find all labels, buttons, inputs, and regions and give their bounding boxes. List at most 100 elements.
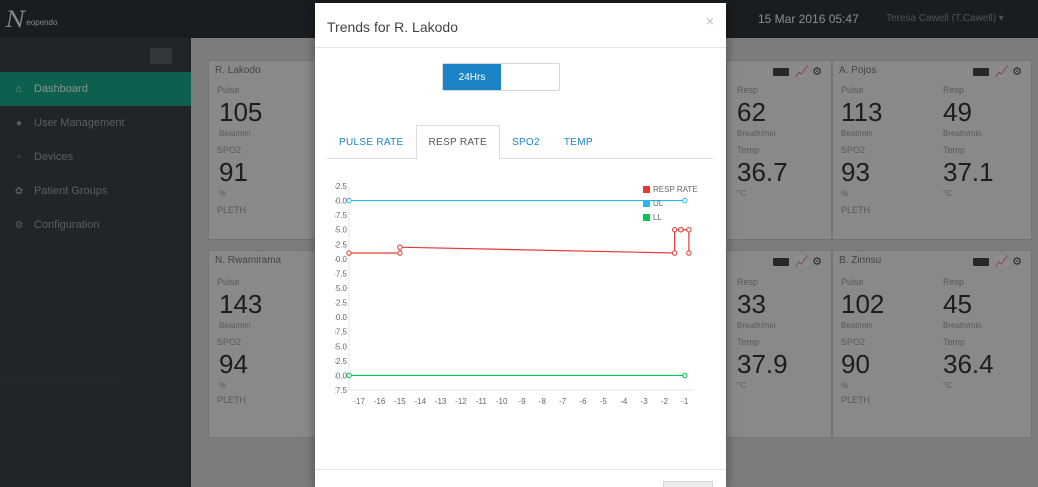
gear-icon[interactable]: ⚙ <box>812 66 825 78</box>
vital-label: SPO2 <box>217 145 242 155</box>
y-tick-label: 60.0 <box>335 197 348 206</box>
vital-unit: Beat/min <box>841 321 873 330</box>
x-tick-label: -10 <box>496 397 508 406</box>
vital-label: Temp <box>737 337 760 347</box>
data-point <box>671 227 678 233</box>
card-actions: 📈⚙ <box>773 255 825 268</box>
y-tick-label: 32.5 <box>335 357 348 366</box>
y-tick-label: 55.0 <box>335 226 348 235</box>
data-point <box>682 197 688 204</box>
tab-pulse-rate[interactable]: PULSE RATE <box>339 136 404 148</box>
data-point <box>678 227 684 233</box>
gear-icon[interactable]: ⚙ <box>812 256 825 268</box>
x-tick-label: -4 <box>620 397 628 406</box>
vital-label: Pulse <box>217 277 240 287</box>
user-icon: ● <box>15 117 23 129</box>
battery-icon <box>773 68 790 77</box>
vital-value: 37.9 <box>737 349 788 379</box>
vital-label: SPO2 <box>841 145 866 155</box>
vital-unit: Breath/min <box>737 321 776 330</box>
range-24hrs-button[interactable]: 24Hrs <box>443 64 501 90</box>
x-tick-label: -17 <box>353 397 365 406</box>
trend-chart-icon[interactable]: 📈 <box>995 256 1013 268</box>
vital-unit: Breath/min <box>737 129 776 138</box>
patient-card[interactable]: N. Rwamirama Pulse 143 Beat/min SPO2 94 … <box>208 250 320 438</box>
vital-label: PLETH <box>217 395 247 405</box>
patient-card[interactable]: 📈⚙ Resp 62 Breath/min Temp 36.7 °C <box>726 60 832 240</box>
x-tick-label: -16 <box>374 397 386 406</box>
sidebar-item-devices[interactable]: ▫ Devices <box>0 140 191 174</box>
gear-icon[interactable]: ⚙ <box>1012 66 1025 78</box>
sidebar: ⌂ Dashboard ● User Management ▫ Devices … <box>0 38 191 487</box>
data-point <box>346 197 352 204</box>
vital-unit: °C <box>943 189 952 198</box>
vital-label: Pulse <box>841 85 864 95</box>
vital-unit: % <box>219 381 227 390</box>
trend-chart-icon[interactable]: 📈 <box>995 66 1013 78</box>
vital-value: 93 <box>841 157 870 187</box>
vital-value: 90 <box>841 349 870 379</box>
vital-value: 143 <box>219 289 263 319</box>
patient-card[interactable]: B. Zinnsu 📈⚙ Pulse 102 Beat/min SPO2 90 … <box>832 250 1032 438</box>
data-point <box>346 250 352 256</box>
legend-label: UL <box>653 199 664 208</box>
vital-unit: Beat/min <box>841 129 873 138</box>
vital-unit: Breath/min <box>943 321 982 330</box>
vital-value: 62 <box>737 97 766 127</box>
patient-name: B. Zinnsu <box>839 255 882 266</box>
user-menu[interactable]: Teresa Cawell (T.Cawell) ▾ <box>886 13 1004 24</box>
vital-value: 49 <box>943 97 972 127</box>
trends-modal: Trends for R. Lakodo × 24Hrs PULSE RATE … <box>315 3 726 487</box>
y-tick-label: 27.5 <box>335 386 348 395</box>
sidebar-item-label: Configuration <box>34 219 100 231</box>
modal-footer-button[interactable] <box>663 481 713 487</box>
sidebar-item-patient-groups[interactable]: ✿ Patient Groups <box>0 174 191 208</box>
vital-unit: °C <box>737 381 746 390</box>
tab-temp[interactable]: TEMP <box>563 136 593 148</box>
gear-icon[interactable]: ⚙ <box>1012 256 1025 268</box>
patient-card[interactable]: A. Pojos 📈⚙ Pulse 113 Beat/min SPO2 93 %… <box>832 60 1032 240</box>
sidebar-item-label: Devices <box>34 151 74 163</box>
card-actions: 📈⚙ <box>773 65 825 78</box>
vital-label: Resp <box>737 277 759 287</box>
vital-value: 37.1 <box>943 157 994 187</box>
patient-card[interactable]: R. Lakodo Pulse 105 Beat/min SPO2 91 % P… <box>208 60 320 240</box>
tab-spo2[interactable]: SPO2 <box>511 136 540 148</box>
range-empty-button[interactable] <box>501 64 559 90</box>
close-icon[interactable]: × <box>705 13 714 29</box>
data-point <box>671 250 678 256</box>
time-range-toggle: 24Hrs <box>442 63 560 91</box>
x-tick-label: -5 <box>600 397 608 406</box>
sidebar-item-label: User Management <box>34 117 125 129</box>
legend-label: RESP RATE <box>653 185 698 194</box>
sidebar-nav: ⌂ Dashboard ● User Management ▫ Devices … <box>0 72 191 242</box>
vital-value: 36.7 <box>737 157 788 187</box>
y-tick-label: 47.5 <box>335 269 348 278</box>
device-icon: ▫ <box>17 151 21 163</box>
trend-chart-icon[interactable]: 📈 <box>795 66 813 78</box>
x-tick-label: -8 <box>539 397 547 406</box>
vital-label: Pulse <box>841 277 864 287</box>
sidebar-item-configuration[interactable]: ⚙ Configuration <box>0 208 191 242</box>
y-tick-label: 50.0 <box>335 255 348 264</box>
data-point <box>397 244 403 250</box>
sidebar-item-user-management[interactable]: ● User Management <box>0 106 191 140</box>
vital-label: Resp <box>737 85 759 95</box>
y-tick-label: 62.5 <box>335 182 348 191</box>
trend-chart-icon[interactable]: 📈 <box>795 256 813 268</box>
x-tick-label: -9 <box>518 397 526 406</box>
vital-unit: Breath/min <box>943 129 982 138</box>
logo-letter: N <box>6 8 26 33</box>
vital-unit: Beat/min <box>219 129 251 138</box>
tab-resp-rate[interactable]: RESP RATE <box>415 125 500 160</box>
patient-card[interactable]: 📈⚙ Resp 33 Breath/min Temp 37.9 °C <box>726 250 832 438</box>
battery-icon <box>973 258 990 267</box>
legend-label: LL <box>653 213 662 222</box>
x-tick-label: -12 <box>455 397 467 406</box>
app-logo[interactable]: Neopendo <box>6 8 57 33</box>
vital-label: SPO2 <box>217 337 242 347</box>
y-tick-label: 42.5 <box>335 299 348 308</box>
sidebar-collapse-button[interactable] <box>150 48 172 64</box>
sidebar-item-dashboard[interactable]: ⌂ Dashboard <box>0 72 191 106</box>
vital-label: SPO2 <box>841 337 866 347</box>
